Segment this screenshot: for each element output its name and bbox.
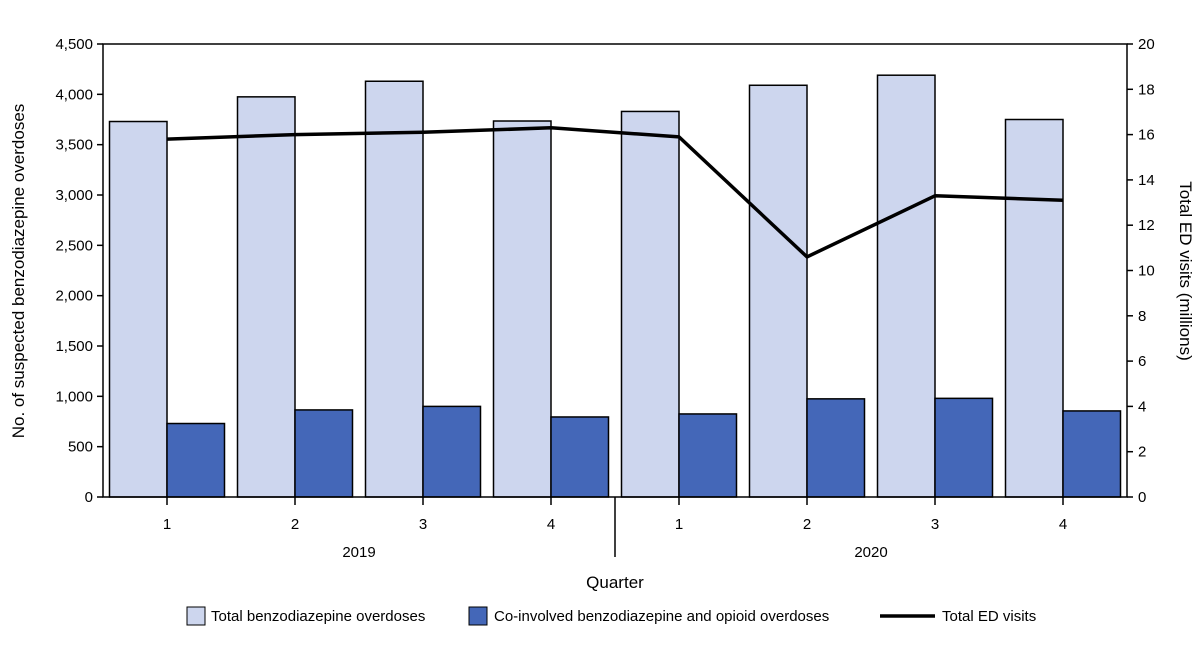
left-tick-label-6: 3,000 <box>55 187 93 204</box>
right-tick-label-4: 8 <box>1138 308 1146 325</box>
left-tick-label-8: 4,000 <box>55 86 93 103</box>
bar-coinvolved-1 <box>294 409 354 498</box>
left-tick-label-2: 1,000 <box>55 388 93 405</box>
bar-coinvolved-3 <box>550 416 610 498</box>
x-axis: 1 2 3 4 1 2 3 4 <box>163 497 1067 533</box>
legend: Total benzodiazepine overdoses Co-involv… <box>186 606 1036 626</box>
bar-total-6 <box>876 74 936 498</box>
year-label-2019: 2019 <box>342 544 375 561</box>
bar-total-0 <box>108 120 168 498</box>
x-tick-label-3: 4 <box>547 516 555 533</box>
legend-label-total-overdoses: Total benzodiazepine overdoses <box>211 608 425 625</box>
legend-label-co-involved: Co-involved benzodiazepine and opioid ov… <box>494 608 829 625</box>
total-ed-visits-line <box>166 126 1064 259</box>
bar-total-2 <box>364 80 424 498</box>
left-tick-label-1: 500 <box>68 439 93 456</box>
right-axis: 0 2 4 6 8 10 12 14 16 18 20 <box>1127 36 1155 506</box>
x-tick-label-5: 2 <box>803 516 811 533</box>
x-tick-label-1: 2 <box>291 516 299 533</box>
legend-swatch-co-involved <box>468 606 488 626</box>
x-axis-title: Quarter <box>586 573 644 592</box>
right-tick-label-1: 2 <box>1138 444 1146 461</box>
left-tick-label-3: 1,500 <box>55 338 93 355</box>
x-tick-label-7: 4 <box>1059 516 1067 533</box>
bar-coinvolved-2 <box>422 405 482 498</box>
x-tick-label-0: 1 <box>163 516 171 533</box>
bar-coinvolved-7 <box>1062 410 1122 498</box>
bar-coinvolved-5 <box>806 398 866 498</box>
x-tick-label-6: 3 <box>931 516 939 533</box>
bar-coinvolved-6 <box>934 397 994 498</box>
right-tick-label-3: 6 <box>1138 353 1146 370</box>
right-tick-label-7: 14 <box>1138 172 1155 189</box>
left-tick-label-7: 3,500 <box>55 137 93 154</box>
bar-total-3 <box>492 120 552 498</box>
x-tick-label-2: 3 <box>419 516 427 533</box>
right-tick-label-8: 16 <box>1138 127 1155 144</box>
legend-label-ed-visits: Total ED visits <box>942 608 1036 625</box>
bar-total-4 <box>620 110 680 498</box>
bar-coinvolved-4 <box>678 413 738 498</box>
left-tick-label-0: 0 <box>85 489 93 506</box>
left-tick-label-4: 2,000 <box>55 288 93 305</box>
right-axis-title: Total ED visits (millions) <box>1176 181 1195 360</box>
legend-swatch-total-overdoses <box>186 606 206 626</box>
right-tick-label-2: 4 <box>1138 398 1146 415</box>
left-tick-label-5: 2,500 <box>55 237 93 254</box>
year-labels: 2019 2020 <box>342 544 887 561</box>
right-tick-label-10: 20 <box>1138 36 1155 53</box>
left-tick-label-9: 4,500 <box>55 36 93 53</box>
right-tick-label-0: 0 <box>1138 489 1146 506</box>
x-tick-label-4: 1 <box>675 516 683 533</box>
right-tick-label-6: 12 <box>1138 217 1155 234</box>
right-tick-label-5: 10 <box>1138 263 1155 280</box>
bar-total-5 <box>748 84 808 498</box>
bar-coinvolved-0 <box>166 422 226 498</box>
left-axis: 0 500 1,000 1,500 2,000 2,500 3,000 3,500 4,000 4… <box>55 36 103 506</box>
right-tick-label-9: 18 <box>1138 81 1155 98</box>
bar-total-7 <box>1004 118 1064 498</box>
year-label-2020: 2020 <box>854 544 887 561</box>
bar-total-1 <box>236 96 296 498</box>
left-axis-title: No. of suspected benzodiazepine overdose… <box>9 104 28 439</box>
total-overdose-bars <box>108 74 1064 498</box>
